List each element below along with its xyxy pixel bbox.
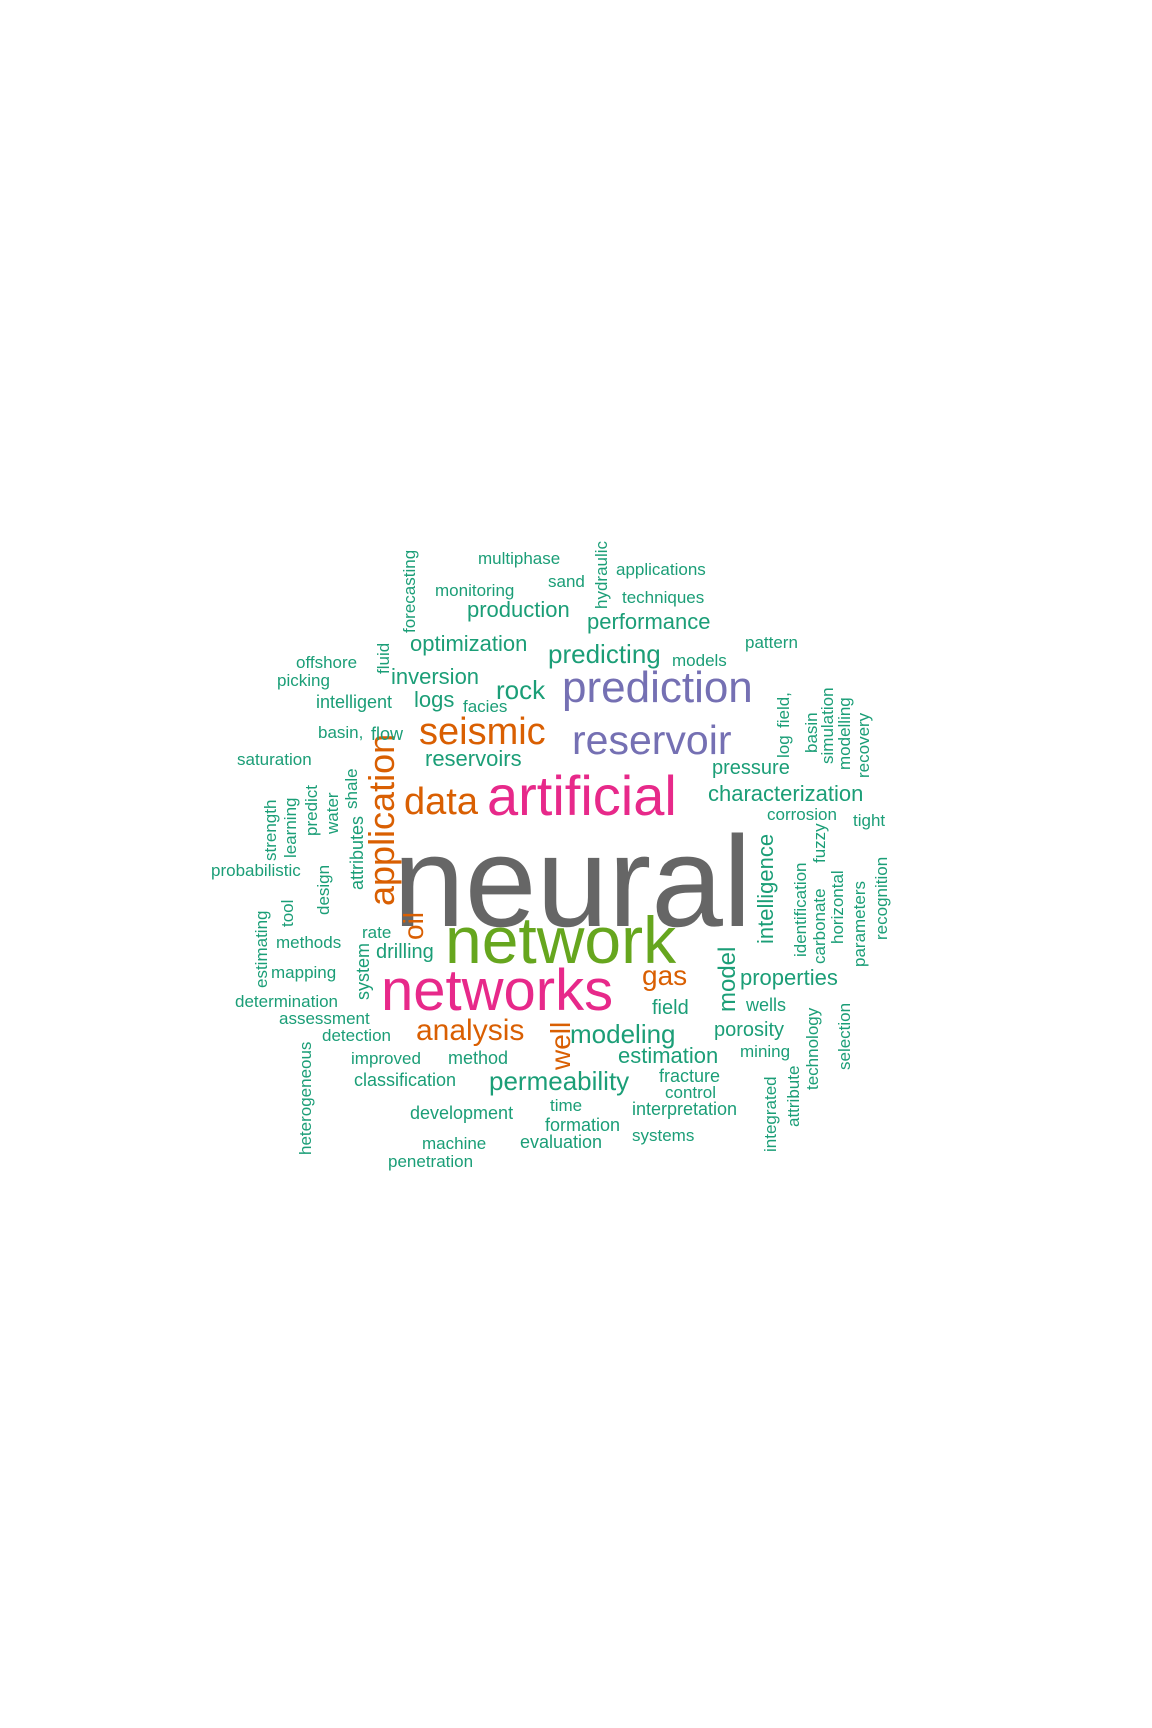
word-facies: facies [463, 697, 508, 716]
word-fuzzy: fuzzy [810, 823, 829, 863]
word-pattern: pattern [745, 633, 798, 652]
word-application: application [361, 733, 402, 906]
word-control: control [665, 1083, 717, 1102]
word-predicting: predicting [548, 639, 661, 669]
word-techniques: techniques [622, 588, 705, 607]
word-technology: technology [803, 1007, 822, 1090]
word-reservoir: reservoir [572, 717, 732, 763]
word-heterogeneous: heterogeneous [296, 1041, 315, 1155]
word-characterization: characterization [708, 781, 864, 806]
word-logs: logs [414, 687, 455, 712]
word-seismic: seismic [419, 711, 546, 753]
word-prediction: prediction [562, 663, 753, 712]
word-wells: wells [746, 995, 787, 1015]
word-neural: neural [393, 810, 752, 954]
word-porosity: porosity [714, 1019, 785, 1041]
word-recognition: recognition [872, 856, 891, 940]
word-mapping: mapping [271, 963, 337, 982]
word-determination: determination [235, 992, 339, 1011]
word-inversion: inversion [391, 664, 480, 689]
word-shale: shale [342, 768, 361, 809]
word-methods: methods [276, 933, 342, 952]
word-field: field [652, 997, 689, 1019]
word-networks: networks [381, 958, 614, 1023]
word-sand: sand [548, 572, 585, 591]
word-water: water [323, 792, 342, 834]
word-identification: identification [791, 862, 810, 957]
word-hydraulic: hydraulic [592, 540, 611, 609]
word-mining: mining [740, 1042, 791, 1061]
word-corrosion: corrosion [767, 805, 837, 824]
word-predict: predict [302, 784, 321, 836]
word-oil: oil [398, 911, 429, 940]
word-machine: machine [422, 1134, 487, 1153]
word-simulation: simulation [818, 687, 837, 764]
word-basin-comma: basin, [318, 723, 364, 742]
word-modeling: modeling [570, 1019, 676, 1049]
word-intelligence: intelligence [753, 833, 778, 944]
word-system: system [353, 942, 373, 1000]
word-estimating: estimating [252, 910, 271, 988]
word-design: design [314, 864, 333, 915]
word-performance: performance [587, 609, 711, 634]
word-optimization: optimization [410, 631, 528, 656]
word-interpretation: interpretation [632, 1099, 738, 1119]
word-applications: applications [616, 560, 706, 579]
word-evaluation: evaluation [520, 1132, 603, 1152]
word-drilling: drilling [376, 941, 434, 963]
word-formation: formation [545, 1115, 621, 1135]
word-pressure: pressure [712, 757, 790, 779]
word-field-comma: field, [774, 692, 793, 728]
word-integrated: integrated [761, 1076, 780, 1152]
word-classification: classification [354, 1070, 457, 1090]
word-improved: improved [351, 1049, 421, 1068]
word-horizontal: horizontal [828, 870, 847, 944]
word-fracture: fracture [659, 1066, 721, 1086]
word-gas: gas [642, 960, 688, 991]
word-selection: selection [835, 1002, 854, 1070]
word-model: model [714, 946, 741, 1012]
word-strength: strength [261, 799, 280, 861]
word-assessment: assessment [279, 1009, 370, 1028]
word-properties: properties [740, 965, 838, 990]
word-artificial: artificial [487, 764, 677, 827]
word-tight: tight [853, 811, 886, 830]
word-saturation: saturation [237, 750, 312, 769]
word-analysis: analysis [416, 1014, 525, 1047]
word-attributes: attributes [347, 815, 367, 890]
word-rock: rock [496, 675, 546, 705]
word-multiphase: multiphase [478, 549, 561, 568]
word-data: data [404, 781, 478, 823]
word-method: method [448, 1048, 509, 1068]
word-offshore: offshore [296, 653, 358, 672]
word-network: network [445, 903, 677, 977]
word-development: development [410, 1103, 514, 1123]
word-intelligent: intelligent [316, 692, 393, 712]
word-time: time [550, 1096, 583, 1115]
word-fluid: fluid [374, 642, 393, 674]
word-picking: picking [277, 671, 330, 690]
word-models: models [672, 651, 727, 670]
word-detection: detection [322, 1026, 391, 1045]
word-learning: learning [281, 797, 300, 859]
word-systems: systems [632, 1126, 695, 1145]
word-attribute: attribute [784, 1065, 803, 1127]
word-forecasting: forecasting [400, 549, 419, 633]
word-penetration: penetration [388, 1152, 474, 1171]
word-monitoring: monitoring [435, 581, 515, 600]
word-tool: tool [278, 899, 297, 927]
word-modelling: modelling [835, 697, 854, 770]
word-permeability: permeability [489, 1066, 630, 1096]
word-parameters: parameters [850, 881, 869, 967]
word-rate: rate [362, 923, 392, 942]
word-probabilistic: probabilistic [211, 861, 301, 880]
word-estimation: estimation [618, 1043, 719, 1068]
word-recovery: recovery [854, 712, 873, 778]
word-production: production [467, 597, 570, 622]
word-log: log [774, 735, 793, 758]
word-reservoirs: reservoirs [425, 746, 522, 771]
word-carbonate: carbonate [810, 888, 829, 964]
word-flow: flow [371, 724, 404, 744]
